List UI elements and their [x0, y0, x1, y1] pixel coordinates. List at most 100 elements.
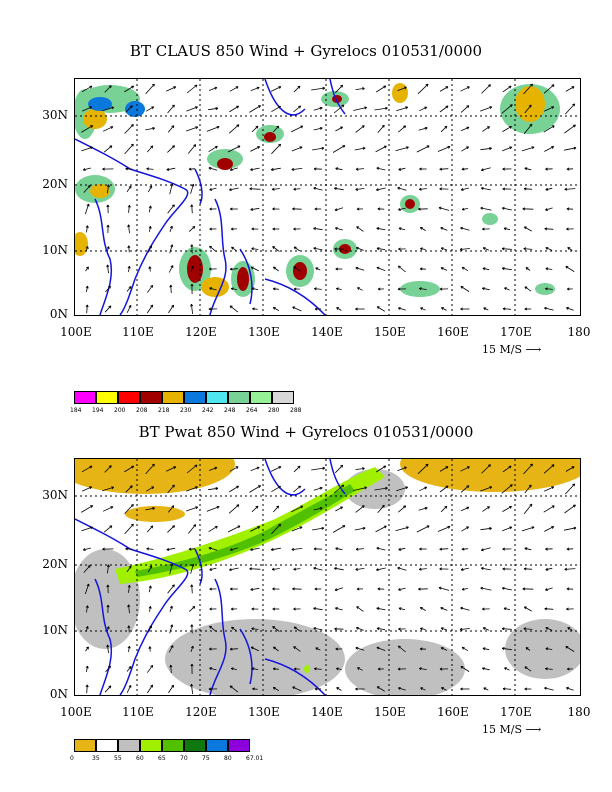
wind-arrow-head — [314, 588, 318, 591]
wind-arrow — [502, 126, 512, 132]
wind-arrow-head — [545, 168, 548, 171]
wind-arrow — [293, 485, 301, 493]
colorbar-label: 208 — [136, 407, 148, 414]
wind-arrow — [145, 83, 155, 95]
wind-arrow — [145, 507, 155, 511]
wind-arrow-head — [321, 146, 325, 149]
wind-arrow — [460, 126, 470, 132]
wind-arrow — [166, 167, 176, 171]
wind-arrow-head — [523, 188, 527, 191]
wind-arrow — [439, 485, 449, 493]
wind-arrow — [334, 587, 344, 591]
wind-arrow — [481, 167, 491, 171]
wind-arrow-head — [191, 183, 194, 187]
wind-arrow-head — [398, 248, 401, 251]
wind-arrow — [251, 505, 259, 513]
wind-arrow-head — [364, 106, 367, 108]
wind-arrow-head — [567, 668, 570, 671]
colorbar-label: 80 — [224, 755, 232, 762]
wind-arrow — [545, 207, 553, 211]
wind-arrow — [126, 685, 132, 693]
wind-arrow-head — [502, 568, 506, 571]
wind-arrow-head — [209, 287, 212, 291]
wind-arrow — [420, 628, 426, 630]
top-xlabel-180: 180 — [567, 325, 591, 339]
wind-arrow — [398, 265, 406, 273]
wind-arrow — [565, 266, 575, 272]
wind-arrow — [313, 607, 323, 611]
wind-arrow-head — [236, 504, 239, 506]
wind-arrow-head — [314, 308, 318, 311]
wind-arrow-head — [190, 204, 193, 208]
wind-arrow — [543, 125, 555, 133]
wind-arrow — [544, 526, 554, 532]
wind-arrow-head — [334, 187, 337, 191]
wind-arrow-head — [341, 104, 344, 106]
wind-arrow-head — [171, 505, 174, 507]
wind-arrow — [439, 548, 449, 550]
wind-arrow-head — [251, 608, 255, 611]
wind-arrow — [252, 688, 258, 690]
wind-arrow — [398, 687, 406, 691]
wind-arrow — [460, 86, 470, 92]
wind-arrow-head — [314, 288, 317, 291]
wind-arrow-head — [522, 208, 526, 211]
bottom-xlabel-140e: 140E — [311, 705, 343, 719]
wind-arrow — [563, 527, 577, 531]
wind-arrow — [356, 606, 364, 612]
colorbar-label: 218 — [158, 407, 170, 414]
wind-arrow-head — [483, 687, 486, 691]
wind-arrow-head — [460, 688, 463, 691]
colorbar-swatch — [162, 391, 184, 404]
wind-arrow — [85, 246, 89, 252]
wind-arrow — [170, 664, 172, 674]
wind-arrow — [126, 185, 132, 193]
wind-arrow — [231, 288, 237, 290]
wind-arrow-head — [106, 184, 109, 187]
wind-arrow-head — [461, 589, 465, 591]
wind-arrow — [186, 506, 198, 512]
wind-arrow-head — [419, 548, 422, 551]
wind-arrow — [311, 467, 325, 471]
wind-arrow — [270, 86, 282, 92]
wind-arrow-head — [230, 228, 234, 231]
wind-arrow-head — [480, 587, 483, 590]
wind-arrow — [313, 507, 323, 511]
wind-arrow — [168, 684, 174, 694]
wind-arrow — [523, 83, 533, 95]
wind-arrow — [169, 244, 173, 254]
wind-arrow — [102, 486, 114, 492]
wind-arrow-head — [384, 486, 388, 489]
wind-arrow — [250, 587, 260, 591]
wind-arrow — [545, 668, 553, 670]
wind-arrow-head — [149, 185, 152, 188]
top-xlabel-110e: 110E — [122, 325, 154, 339]
wind-arrow — [167, 505, 175, 513]
wind-arrow — [376, 547, 386, 551]
wind-arrow — [523, 123, 533, 135]
wind-arrow — [124, 85, 134, 93]
wind-arrow — [83, 565, 91, 573]
wind-arrow — [167, 145, 175, 153]
wind-arrow — [397, 86, 407, 92]
wind-arrow — [438, 587, 450, 591]
wind-arrow-head — [130, 143, 134, 146]
wind-arrow-head — [483, 307, 486, 311]
wind-arrow-head — [190, 265, 194, 269]
wind-arrow — [169, 605, 173, 613]
wind-arrow-head — [459, 629, 463, 631]
wind-arrow-head — [106, 204, 109, 208]
wind-arrow — [398, 547, 406, 551]
wind-arrow — [355, 125, 365, 133]
wind-arrow — [104, 465, 112, 473]
wind-arrow — [461, 567, 469, 571]
wind-arrow-head — [319, 486, 323, 489]
wind-arrow — [398, 125, 406, 133]
wind-arrow-head — [487, 84, 491, 86]
wind-arrow-head — [397, 187, 400, 190]
wind-arrow — [85, 266, 89, 272]
wind-arrow — [524, 167, 532, 171]
wind-arrow-head — [230, 608, 234, 611]
wind-arrow-head — [111, 486, 114, 488]
top-ylabel-30n: 30N — [42, 108, 68, 122]
